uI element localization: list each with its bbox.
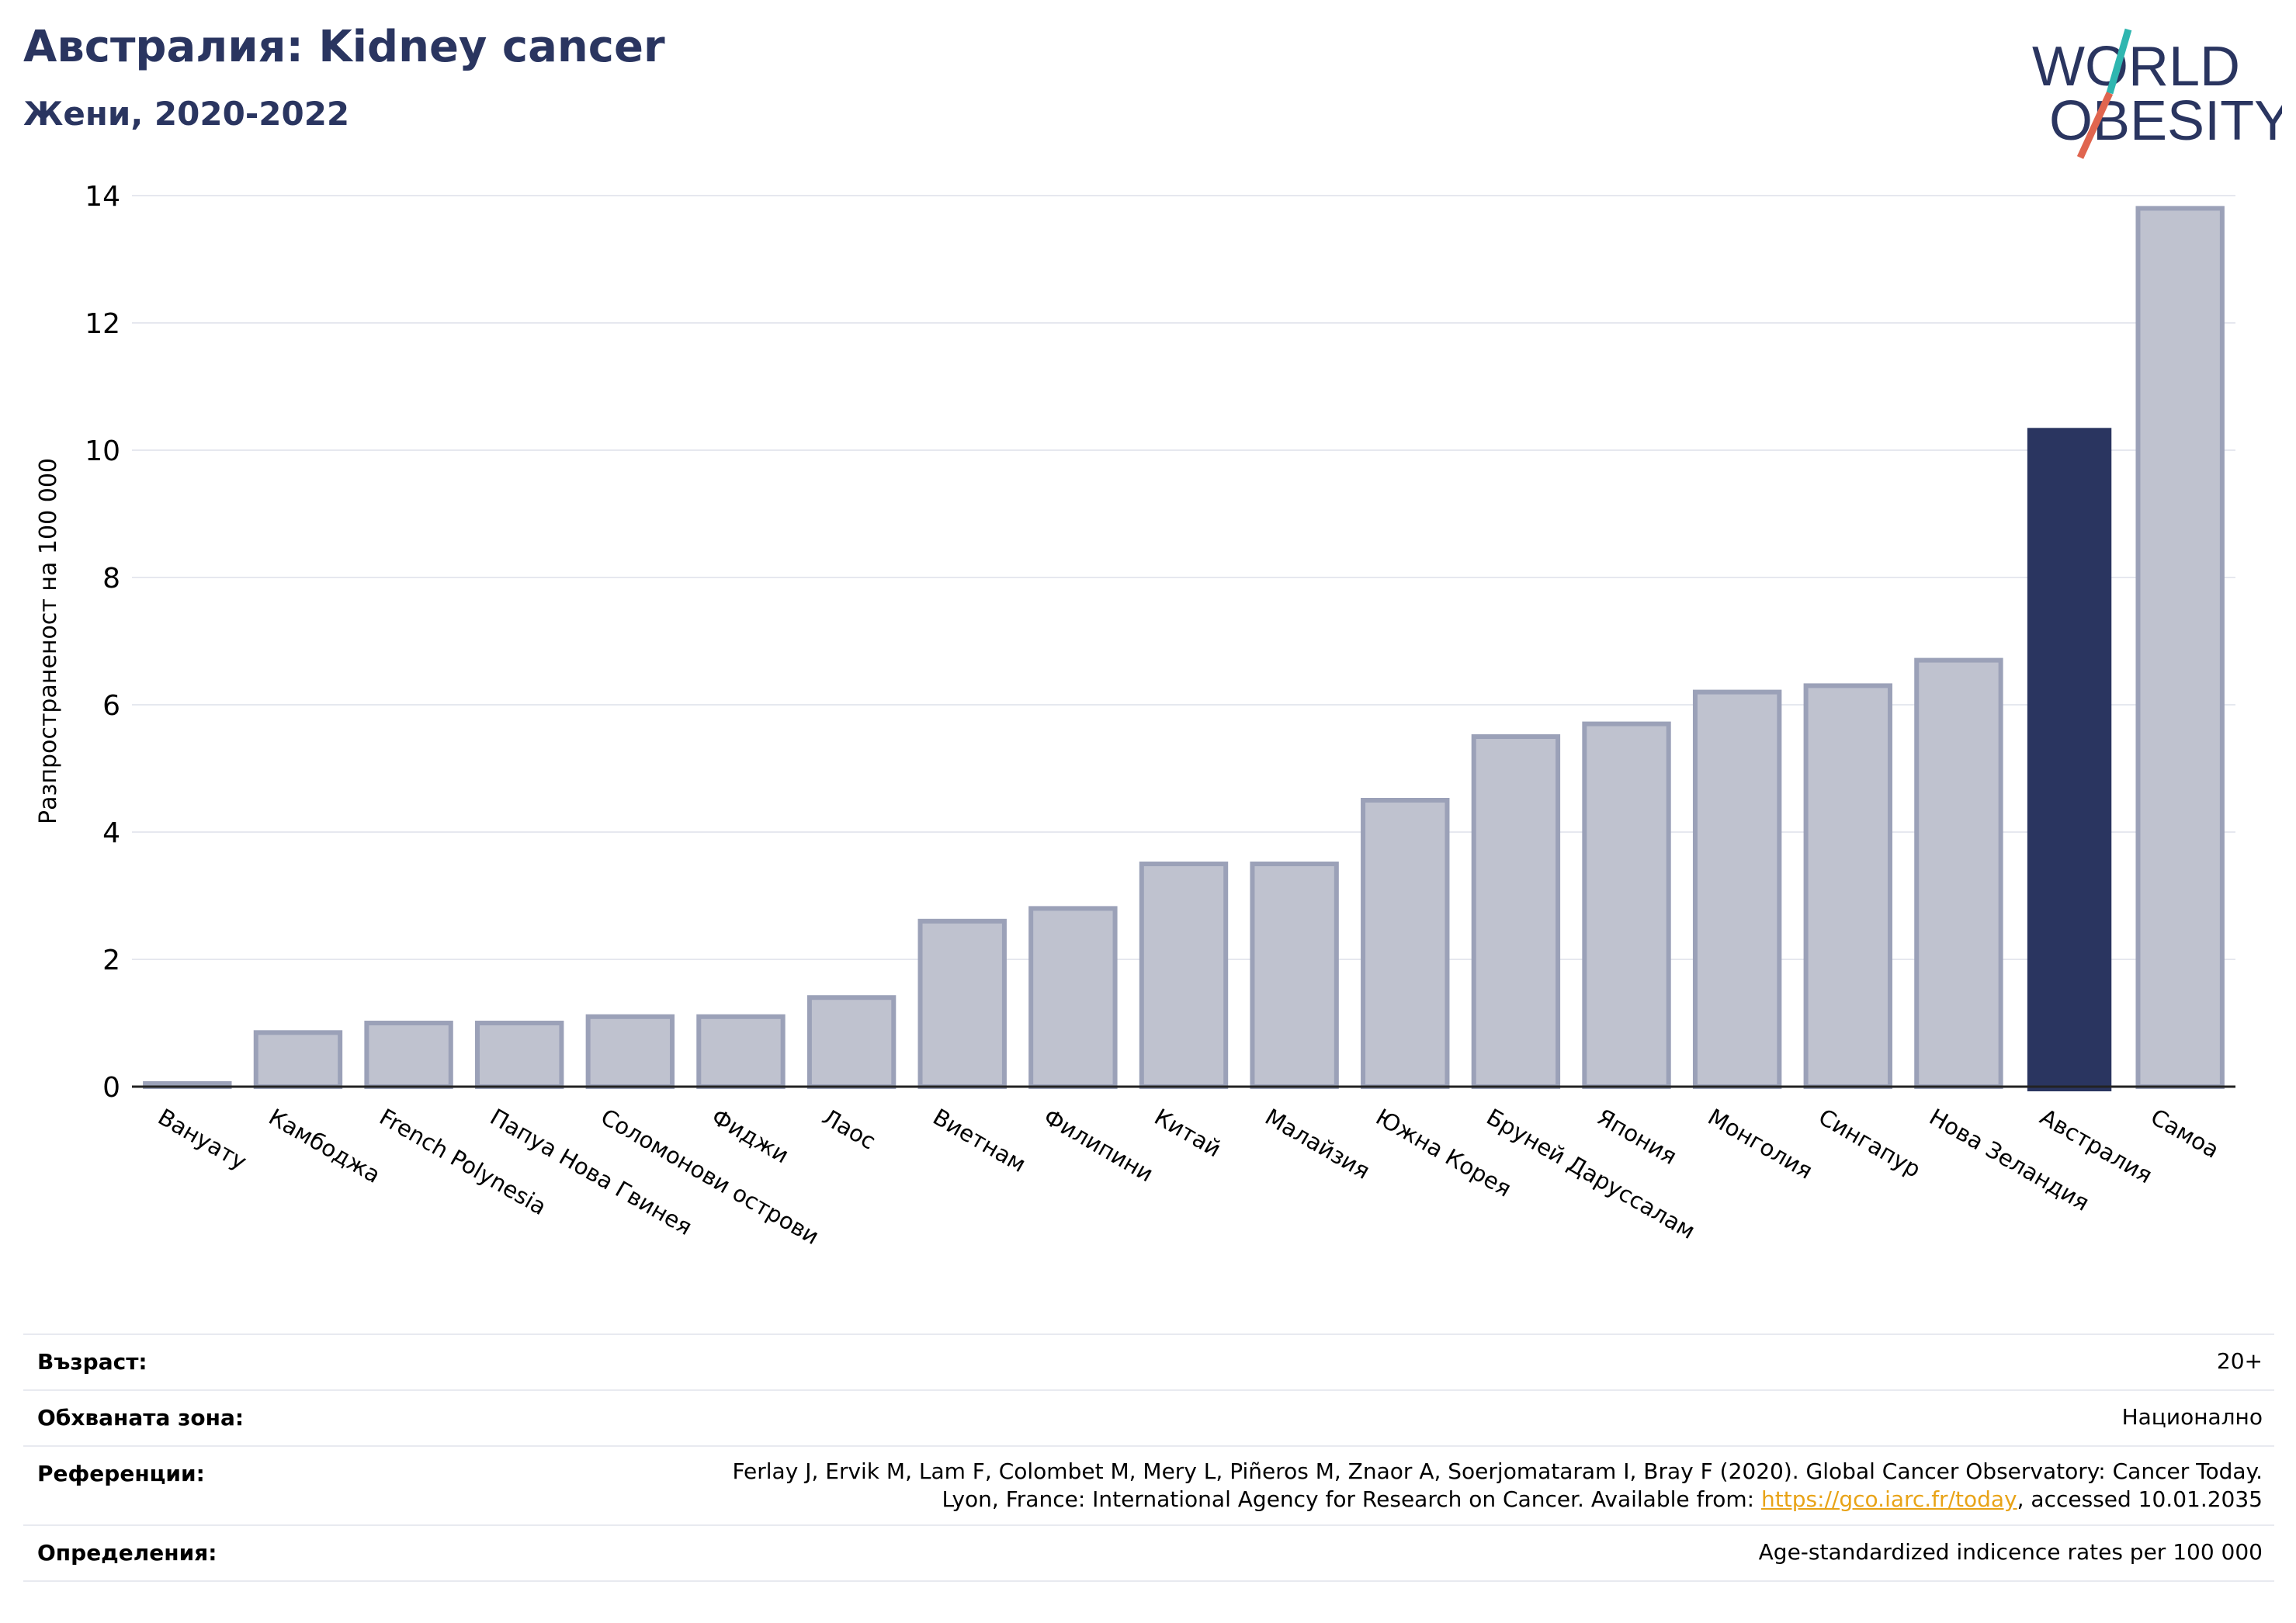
y-tick-label: 2 (102, 945, 120, 976)
references-line-2: Lyon, France: International Agency for R… (732, 1486, 2263, 1514)
info-row-coverage: Обхваната зона: Национално (23, 1389, 2274, 1445)
coverage-value: Национално (2121, 1404, 2263, 1430)
bar (2135, 206, 2225, 1089)
info-row-references: Референции: Ferlay J, Ervik M, Lam F, Co… (23, 1445, 2274, 1524)
bar (696, 1014, 786, 1090)
y-tick-label: 12 (85, 308, 120, 340)
references-label: Референции: (37, 1461, 205, 1486)
bar (1250, 862, 1339, 1089)
bar (475, 1021, 564, 1089)
y-tick-label: 10 (85, 435, 120, 467)
bar (1692, 689, 1782, 1089)
bar (1471, 734, 1561, 1089)
bar (253, 1030, 343, 1090)
bar (1361, 798, 1450, 1089)
x-tick-label: Фиджи (707, 1104, 793, 1169)
bar-highlight (2027, 428, 2112, 1091)
logo-text-world: WORLD (2032, 36, 2240, 98)
bar (364, 1021, 453, 1089)
bar (917, 918, 1007, 1090)
references-link[interactable]: https://gco.iarc.fr/today (1761, 1486, 2017, 1512)
coverage-label: Обхваната зона: (37, 1405, 245, 1431)
logo-slash-teal (2106, 28, 2132, 95)
x-tick-label: Китай (1150, 1104, 1226, 1163)
bar (1028, 906, 1118, 1090)
y-tick-label: 14 (85, 181, 120, 213)
chart-subtitle: Жени, 2020-2022 (23, 95, 350, 133)
y-tick-label: 0 (102, 1072, 120, 1104)
references-text-pre: Lyon, France: International Agency for R… (942, 1486, 1761, 1512)
x-tick-label: Монголия (1704, 1104, 1817, 1184)
world-obesity-logo: WORLD OBESITY (2032, 28, 2282, 159)
x-tick-label: Виетнам (928, 1104, 1030, 1177)
x-tick-label: Малайзия (1261, 1104, 1375, 1184)
x-tick-label: Самоа (2146, 1104, 2224, 1163)
x-tick-label: Сингапур (1814, 1104, 1925, 1183)
y-tick-label: 4 (102, 817, 120, 849)
y-axis-label: Разпространеност на 100 000 (35, 458, 62, 824)
info-row-age: Възраст: 20+ (23, 1333, 2274, 1389)
bar (806, 995, 897, 1089)
info-row-definitions: Определения: Age-standardized indicence … (23, 1524, 2274, 1582)
x-tick-label: Япония (1593, 1104, 1681, 1170)
x-tick-label: Папуа Нова Гвинея (486, 1104, 697, 1241)
references-line-1: Ferlay J, Ervik M, Lam F, Colombet M, Me… (732, 1458, 2263, 1484)
logo-slash-coral (2076, 92, 2114, 159)
bar (1139, 862, 1229, 1089)
x-tick-label: Вануату (154, 1104, 251, 1175)
y-tick-label: 6 (102, 690, 120, 722)
definitions-value: Age-standardized indicence rates per 100… (1758, 1539, 2263, 1565)
bar (1803, 683, 1892, 1089)
x-tick-label: Лаос (818, 1104, 880, 1155)
bar (1582, 721, 1671, 1089)
x-tick-label: Бруней Даруссалам (1482, 1104, 1699, 1245)
bar (1914, 657, 2003, 1089)
x-tick-label: Филипини (1039, 1104, 1158, 1188)
definitions-label: Определения: (37, 1540, 217, 1566)
bar (585, 1014, 675, 1090)
y-tick-labels: 0 2 4 6 8 10 12 14 (85, 181, 120, 1104)
info-table: Възраст: 20+ Обхваната зона: Национално … (23, 1333, 2274, 1582)
x-tick-label: Камбоджа (264, 1104, 384, 1188)
references-text-post: , accessed 10.01.2035 (2017, 1486, 2263, 1512)
age-value: 20+ (2216, 1348, 2263, 1374)
references-value: Ferlay J, Ervik M, Lam F, Colombet M, Me… (732, 1458, 2263, 1514)
y-tick-label: 8 (102, 563, 120, 595)
age-label: Възраст: (37, 1349, 147, 1375)
chart-title: Австралия: Kidney cancer (23, 22, 665, 72)
